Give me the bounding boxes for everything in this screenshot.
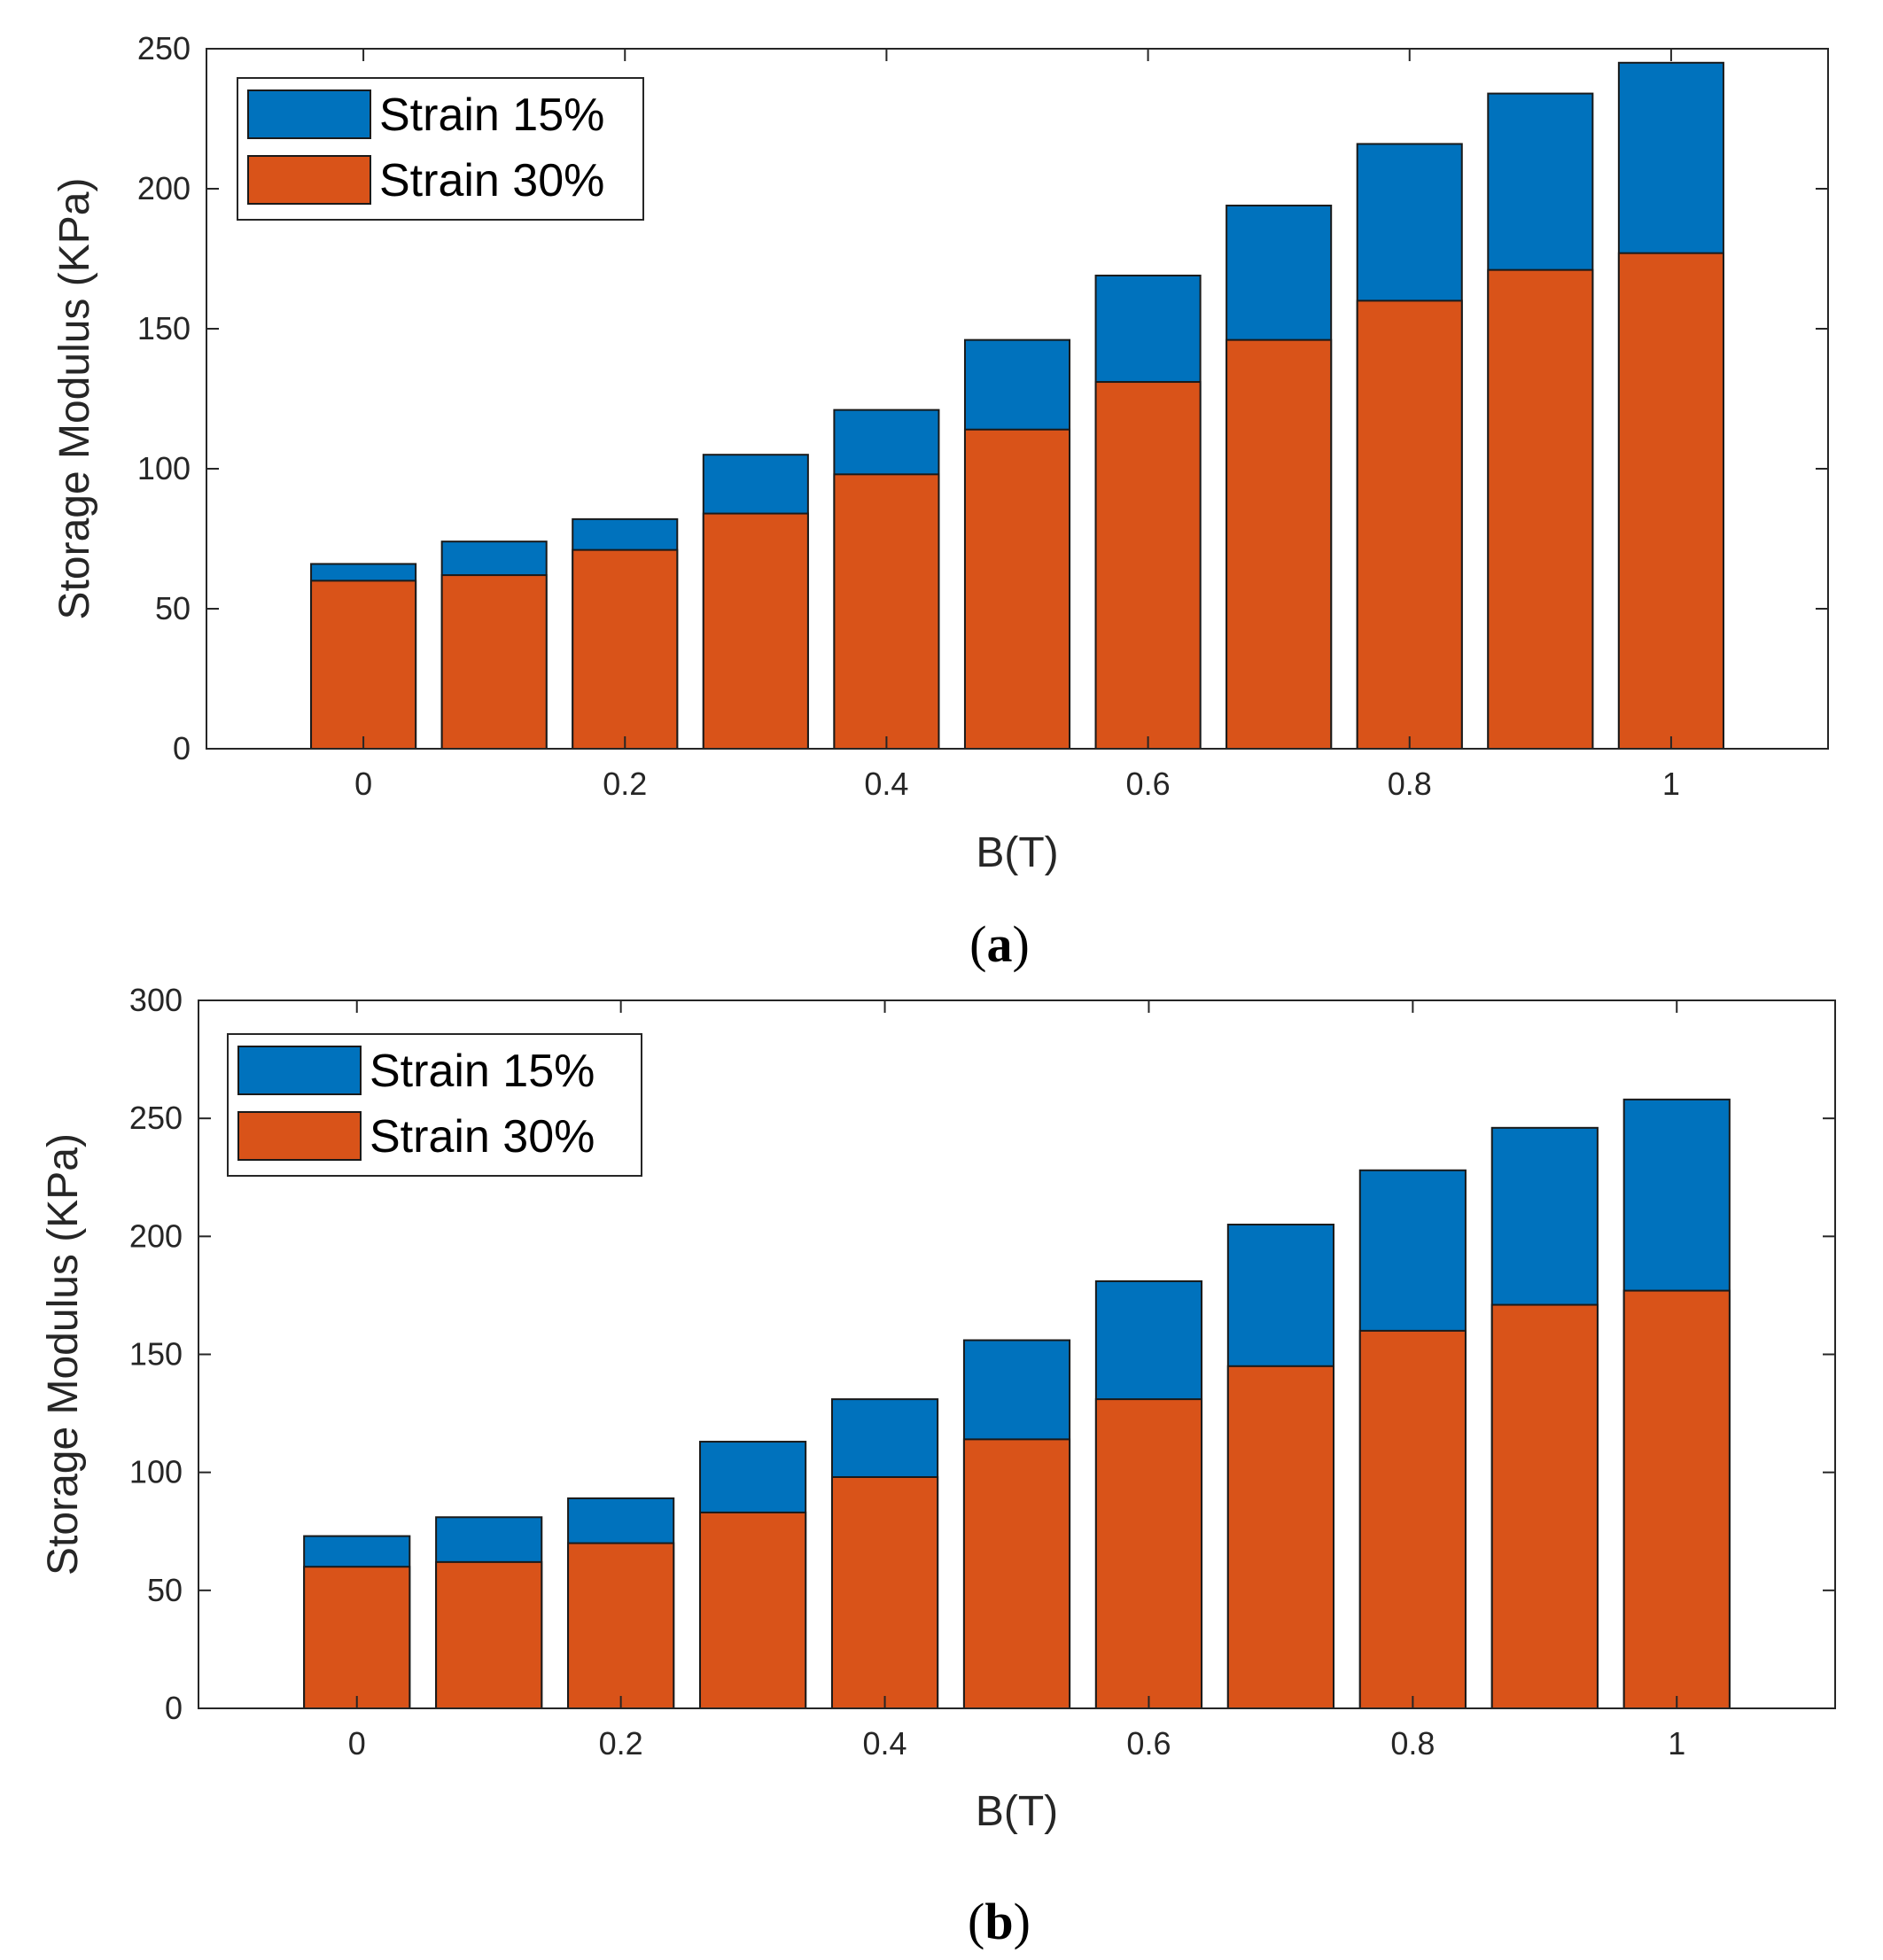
x-tick-label: 1 <box>1662 766 1680 802</box>
bar-strain-30 <box>702 512 809 750</box>
legend-label: Strain 30% <box>379 155 604 206</box>
y-tick-label: 50 <box>155 590 191 626</box>
x-tick-label: 0.8 <box>1390 1725 1435 1762</box>
bar-strain-30 <box>1617 252 1724 750</box>
legend-label: Strain 30% <box>370 1111 595 1163</box>
y-tick-label: 200 <box>137 170 191 206</box>
y-tick-label: 100 <box>137 450 191 486</box>
bar-strain-30 <box>303 1566 411 1709</box>
bar-strain-30 <box>1622 1289 1731 1709</box>
y-axis-label: Storage Modulus (KPa) <box>40 1133 87 1575</box>
legend-label: Strain 15% <box>379 89 604 141</box>
y-tick-label: 150 <box>137 310 191 346</box>
legend-label: Strain 15% <box>370 1046 595 1097</box>
y-tick-label: 150 <box>129 1336 183 1373</box>
legend-swatch <box>247 89 371 139</box>
x-tick-label: 1 <box>1668 1725 1685 1762</box>
y-tick-label: 0 <box>173 730 191 766</box>
bar-strain-30 <box>830 1475 939 1709</box>
bar-strain-30 <box>1487 268 1594 750</box>
x-tick-label: 0 <box>348 1725 366 1762</box>
bar-strain-30 <box>833 473 940 750</box>
x-tick-label: 0.8 <box>1388 766 1432 802</box>
bar-strain-30 <box>572 548 679 751</box>
y-tick-label: 0 <box>165 1690 183 1726</box>
x-tick-label: 0.2 <box>603 766 647 802</box>
x-tick-label: 0.2 <box>599 1725 643 1762</box>
bar-strain-30 <box>435 1560 543 1709</box>
legend-swatch <box>237 1111 362 1161</box>
legend-swatch <box>247 155 371 205</box>
bar-strain-30 <box>567 1542 675 1709</box>
y-tick-label: 50 <box>147 1572 183 1608</box>
y-tick-label: 100 <box>129 1454 183 1490</box>
bar-strain-30 <box>699 1511 807 1710</box>
y-tick-label: 300 <box>129 982 183 1018</box>
bar-strain-30 <box>1490 1303 1599 1709</box>
x-tick-label: 0 <box>354 766 372 802</box>
bar-strain-30 <box>1226 1365 1334 1709</box>
y-axis-label: Storage Modulus (KPa) <box>51 178 98 620</box>
y-tick-label: 200 <box>129 1217 183 1254</box>
y-tick-label: 250 <box>137 30 191 66</box>
bar-strain-30 <box>1358 1329 1467 1710</box>
bar-strain-30 <box>963 428 1071 750</box>
bar-strain-30 <box>1356 299 1463 750</box>
axes-frame <box>206 48 1829 750</box>
x-tick-label: 0.4 <box>863 1725 907 1762</box>
panel-label: (a) <box>969 915 1030 973</box>
x-tick-label: 0.6 <box>1126 1725 1171 1762</box>
bar-strain-30 <box>1094 381 1202 750</box>
x-tick-label: 0.4 <box>864 766 908 802</box>
chart-panel-b: 0 0.2 0.4 0.6 0.8 1 0 50 100 150 200 250 300 B(T) Stor… <box>40 982 1836 1950</box>
x-axis-label: B(T) <box>976 829 1058 876</box>
y-tick-label: 250 <box>129 1100 183 1136</box>
legend: Strain 15% Strain 30% <box>227 1033 642 1177</box>
bar-strain-30 <box>1094 1398 1203 1710</box>
bar-strain-30 <box>962 1438 1071 1709</box>
legend-swatch <box>237 1046 362 1095</box>
chart-panel-a: 0 0.2 0.4 0.6 0.8 1 0 50 100 150 200 250 B(T) Storage… <box>51 30 1829 973</box>
x-axis-label: B(T) <box>976 1788 1058 1835</box>
bar-strain-30 <box>440 574 548 751</box>
legend: Strain 15% Strain 30% <box>237 77 644 221</box>
panel-label: (b) <box>968 1893 1031 1950</box>
bar-strain-30 <box>1226 338 1333 750</box>
x-tick-label: 0.6 <box>1126 766 1171 802</box>
bar-strain-30 <box>310 579 417 751</box>
